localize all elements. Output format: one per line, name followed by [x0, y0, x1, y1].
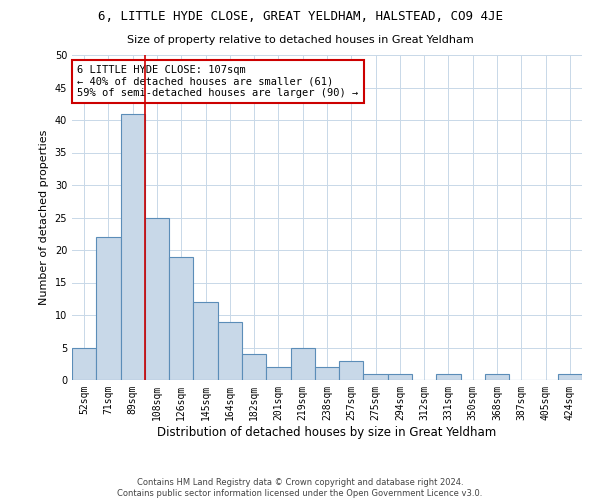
- X-axis label: Distribution of detached houses by size in Great Yeldham: Distribution of detached houses by size …: [157, 426, 497, 438]
- Text: Size of property relative to detached houses in Great Yeldham: Size of property relative to detached ho…: [127, 35, 473, 45]
- Text: Contains HM Land Registry data © Crown copyright and database right 2024.
Contai: Contains HM Land Registry data © Crown c…: [118, 478, 482, 498]
- Y-axis label: Number of detached properties: Number of detached properties: [39, 130, 49, 305]
- Bar: [315, 367, 339, 380]
- Bar: [218, 322, 242, 380]
- Bar: [96, 237, 121, 380]
- Bar: [339, 360, 364, 380]
- Bar: [193, 302, 218, 380]
- Bar: [145, 218, 169, 380]
- Bar: [169, 256, 193, 380]
- Bar: [436, 374, 461, 380]
- Bar: [388, 374, 412, 380]
- Bar: [72, 348, 96, 380]
- Bar: [121, 114, 145, 380]
- Text: 6 LITTLE HYDE CLOSE: 107sqm
← 40% of detached houses are smaller (61)
59% of sem: 6 LITTLE HYDE CLOSE: 107sqm ← 40% of det…: [77, 64, 358, 98]
- Bar: [242, 354, 266, 380]
- Bar: [558, 374, 582, 380]
- Text: 6, LITTLE HYDE CLOSE, GREAT YELDHAM, HALSTEAD, CO9 4JE: 6, LITTLE HYDE CLOSE, GREAT YELDHAM, HAL…: [97, 10, 503, 23]
- Bar: [266, 367, 290, 380]
- Bar: [364, 374, 388, 380]
- Bar: [485, 374, 509, 380]
- Bar: [290, 348, 315, 380]
